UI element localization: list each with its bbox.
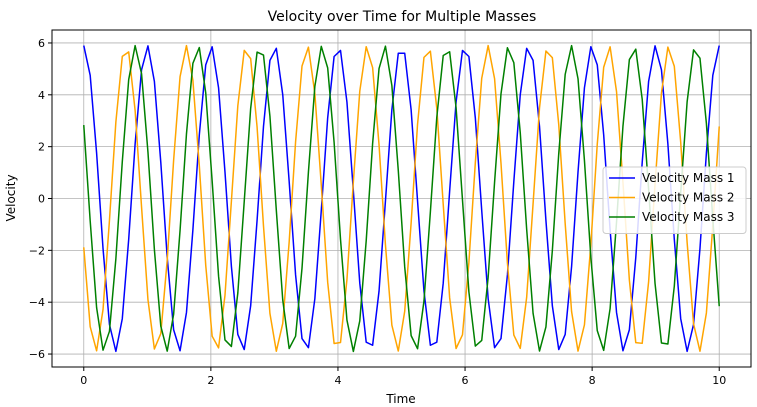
x-tick-label: 6 <box>462 374 469 387</box>
x-tick-label: 10 <box>712 374 726 387</box>
y-tick-label: 6 <box>38 37 45 50</box>
x-axis: 0 2 4 6 8 10 <box>80 367 726 387</box>
legend: Velocity Mass 1 Velocity Mass 2 Velocity M… <box>602 166 747 234</box>
y-axis-label: Velocity <box>4 174 18 221</box>
x-tick-label: 8 <box>589 374 596 387</box>
chart-title: Velocity over Time for Multiple Masses <box>268 9 537 25</box>
x-tick-label: 4 <box>334 374 341 387</box>
y-tick-label: −2 <box>29 244 45 257</box>
y-tick-label: 2 <box>38 141 45 154</box>
y-tick-label: 4 <box>38 89 45 102</box>
legend-label-2: Velocity Mass 2 <box>642 191 735 205</box>
y-tick-label: 0 <box>38 193 45 206</box>
series-line-2 <box>83 44 720 352</box>
x-tick-label: 2 <box>207 374 214 387</box>
x-tick-label: 0 <box>80 374 87 387</box>
legend-label-3: Velocity Mass 3 <box>642 210 735 224</box>
y-axis: −6 −4 −2 0 2 4 6 <box>29 37 52 361</box>
series-layer <box>83 44 720 353</box>
legend-box <box>602 166 747 234</box>
y-tick-label: −4 <box>29 296 45 309</box>
y-tick-label: −6 <box>29 348 45 361</box>
x-axis-label: Time <box>385 392 415 406</box>
series-line-3 <box>83 44 720 353</box>
legend-label-1: Velocity Mass 1 <box>642 171 735 185</box>
